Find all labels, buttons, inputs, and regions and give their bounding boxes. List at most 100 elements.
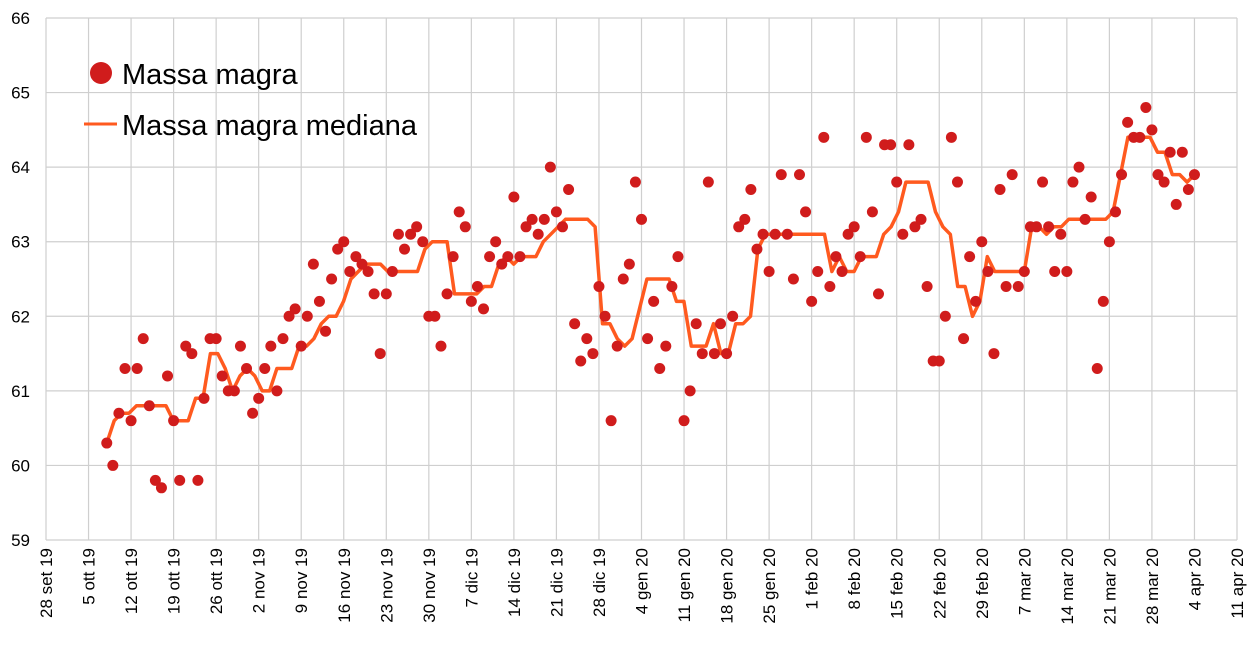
data-point bbox=[951, 176, 963, 188]
data-point bbox=[945, 131, 957, 143]
data-point bbox=[642, 333, 654, 345]
data-point bbox=[793, 169, 805, 181]
data-point bbox=[885, 139, 897, 151]
data-point bbox=[210, 333, 222, 345]
data-point bbox=[593, 280, 605, 292]
data-point bbox=[897, 228, 909, 240]
data-point bbox=[1158, 176, 1170, 188]
data-point bbox=[289, 303, 301, 315]
data-point bbox=[155, 482, 167, 494]
data-point bbox=[198, 392, 210, 404]
data-point bbox=[453, 206, 465, 218]
data-point bbox=[860, 131, 872, 143]
data-point bbox=[745, 184, 757, 196]
data-point bbox=[836, 266, 848, 278]
data-point bbox=[994, 184, 1006, 196]
data-point bbox=[344, 266, 356, 278]
data-point bbox=[678, 415, 690, 427]
data-point bbox=[575, 355, 587, 367]
data-point bbox=[708, 348, 720, 360]
x-tick-label: 23 nov 19 bbox=[377, 548, 396, 623]
data-point bbox=[490, 236, 502, 248]
data-point bbox=[1012, 280, 1024, 292]
data-point bbox=[1073, 161, 1085, 173]
data-point bbox=[800, 206, 812, 218]
data-point bbox=[696, 348, 708, 360]
data-point bbox=[1116, 169, 1128, 181]
data-point bbox=[465, 295, 477, 307]
x-tick-label: 15 feb 20 bbox=[888, 548, 907, 619]
x-tick-label: 28 mar 20 bbox=[1143, 548, 1162, 625]
x-tick-label: 21 dic 19 bbox=[547, 548, 566, 617]
x-tick-label: 14 dic 19 bbox=[505, 548, 524, 617]
data-point bbox=[168, 415, 180, 427]
x-tick-label: 28 dic 19 bbox=[590, 548, 609, 617]
x-tick-label: 7 mar 20 bbox=[1015, 548, 1034, 615]
data-point bbox=[283, 310, 295, 322]
data-point bbox=[1097, 295, 1109, 307]
y-tick-label: 64 bbox=[11, 158, 30, 177]
data-point bbox=[478, 303, 490, 315]
data-point bbox=[514, 251, 526, 263]
data-point bbox=[611, 340, 623, 352]
data-point bbox=[447, 251, 459, 263]
x-tick-label: 21 mar 20 bbox=[1100, 548, 1119, 625]
x-tick-label: 8 feb 20 bbox=[845, 548, 864, 609]
data-point bbox=[666, 280, 678, 292]
data-point bbox=[1146, 124, 1158, 136]
data-point bbox=[484, 251, 496, 263]
data-point bbox=[1182, 184, 1194, 196]
data-point bbox=[672, 251, 684, 263]
data-point bbox=[532, 228, 544, 240]
data-point bbox=[1030, 221, 1042, 233]
x-tick-label: 4 gen 20 bbox=[633, 548, 652, 614]
data-point bbox=[234, 340, 246, 352]
x-tick-label: 16 nov 19 bbox=[335, 548, 354, 623]
legend-label-points: Massa magra bbox=[122, 59, 299, 91]
data-point bbox=[721, 348, 733, 360]
x-tick-label: 14 mar 20 bbox=[1058, 548, 1077, 625]
data-point bbox=[386, 266, 398, 278]
data-point bbox=[806, 295, 818, 307]
data-point bbox=[125, 415, 137, 427]
data-point bbox=[1140, 101, 1152, 113]
y-tick-label: 63 bbox=[11, 233, 30, 252]
legend-label-median: Massa magra mediana bbox=[122, 110, 418, 142]
data-point bbox=[587, 348, 599, 360]
data-point bbox=[265, 340, 277, 352]
data-point bbox=[563, 184, 575, 196]
data-point bbox=[891, 176, 903, 188]
legend-marker-points bbox=[90, 62, 112, 84]
data-point bbox=[301, 310, 313, 322]
data-point bbox=[1176, 146, 1188, 158]
data-point bbox=[502, 251, 514, 263]
data-point bbox=[350, 251, 362, 263]
x-tick-label: 30 nov 19 bbox=[420, 548, 439, 623]
data-point bbox=[866, 206, 878, 218]
data-point bbox=[180, 340, 192, 352]
x-tick-label: 18 gen 20 bbox=[718, 548, 737, 624]
data-point bbox=[1055, 228, 1067, 240]
data-point bbox=[149, 474, 161, 486]
data-point bbox=[332, 243, 344, 255]
data-point bbox=[186, 348, 198, 360]
data-point bbox=[441, 288, 453, 300]
data-point bbox=[253, 392, 265, 404]
data-point bbox=[830, 251, 842, 263]
x-tick-label: 28 set 19 bbox=[37, 548, 56, 618]
data-point bbox=[429, 310, 441, 322]
data-point bbox=[1067, 176, 1079, 188]
data-point bbox=[988, 348, 1000, 360]
x-tick-label: 11 apr 20 bbox=[1228, 548, 1247, 619]
data-point bbox=[751, 243, 763, 255]
data-point bbox=[459, 221, 471, 233]
data-point bbox=[508, 191, 520, 203]
data-point bbox=[581, 333, 593, 345]
data-point bbox=[684, 385, 696, 397]
data-point bbox=[915, 213, 927, 225]
data-point bbox=[1134, 131, 1146, 143]
data-point bbox=[1103, 236, 1115, 248]
data-point bbox=[368, 288, 380, 300]
median-series bbox=[105, 135, 1196, 444]
